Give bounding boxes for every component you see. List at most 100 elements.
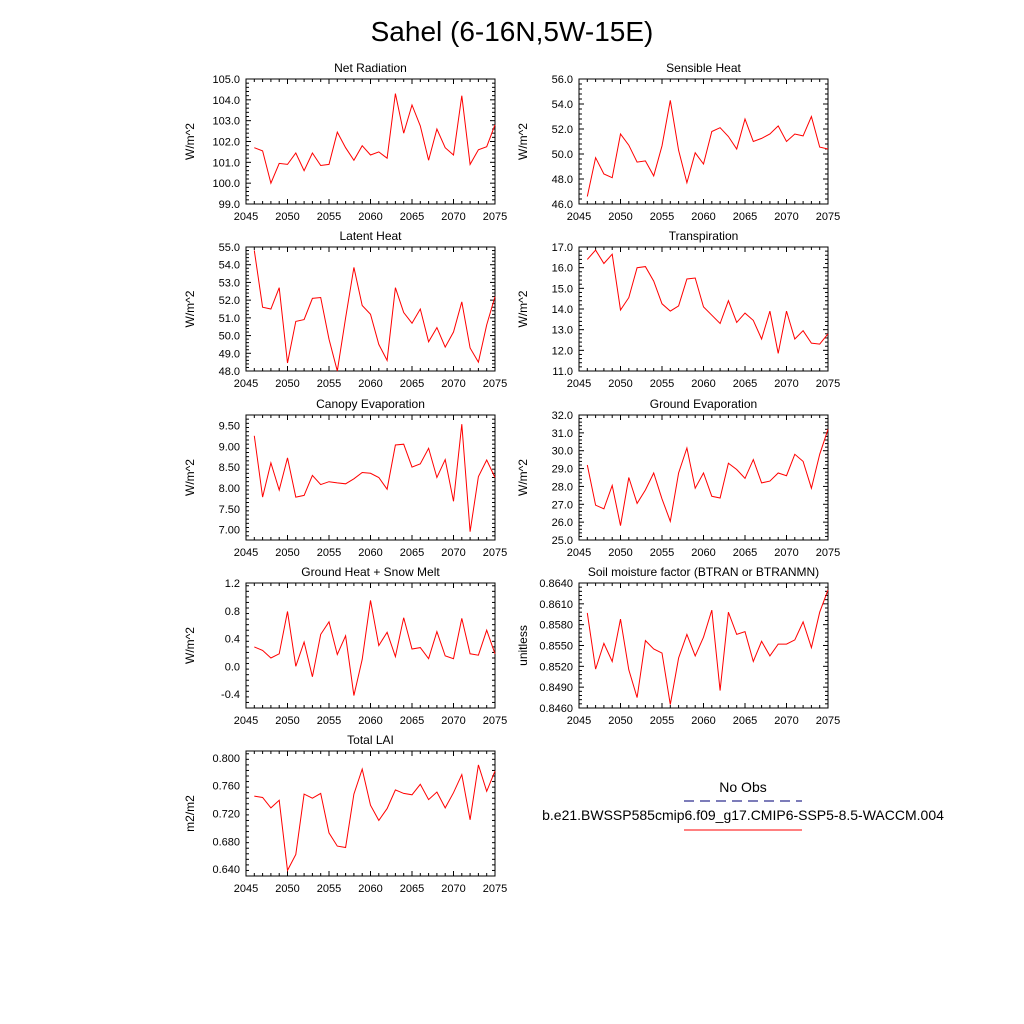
y-tick-label: 14.0 (552, 304, 573, 316)
y-tick-label: 54.0 (219, 260, 240, 272)
y-tick-label: 7.00 (219, 525, 240, 537)
x-tick-label: 2070 (441, 378, 465, 390)
y-tick-label: 0.8460 (539, 703, 573, 715)
y-tick-label: 48.0 (219, 366, 240, 378)
y-tick-label: 0.760 (212, 781, 240, 793)
y-tick-label: 0.8 (225, 606, 240, 618)
x-tick-label: 2060 (691, 547, 715, 559)
y-tick-label: 28.0 (552, 481, 573, 493)
x-tick-label: 2060 (691, 378, 715, 390)
y-axis-label: W/m^2 (183, 290, 197, 327)
x-tick-label: 2070 (441, 547, 465, 559)
panel-transpiration: Transpiration W/m^2 2045 2050 2055 2060 2065 20… (516, 229, 840, 390)
x-tick-label: 2075 (816, 547, 840, 559)
x-tick-label: 2055 (650, 547, 674, 559)
x-tick-label: 2065 (733, 547, 757, 559)
x-tick-label: 2065 (400, 883, 424, 895)
panel-title: Ground Evaporation (650, 397, 757, 411)
y-tick-label: 46.0 (552, 199, 573, 211)
x-tick-label: 2055 (317, 547, 341, 559)
series-line-soil-moisture-factor (586, 589, 829, 705)
x-tick-label: 2045 (567, 715, 591, 727)
y-tick-label: 0.640 (212, 864, 240, 876)
x-tick-label: 2060 (691, 211, 715, 223)
x-tick-label: 2045 (567, 547, 591, 559)
x-tick-label: 2045 (234, 211, 258, 223)
y-tick-label: 9.00 (219, 441, 240, 453)
y-tick-label: 0.8580 (539, 620, 573, 632)
series-line-ground-heat-snow-melt (254, 600, 496, 696)
x-tick-label: 2050 (275, 715, 299, 727)
y-tick-label: 49.0 (219, 348, 240, 360)
y-tick-label: 31.0 (552, 428, 573, 440)
x-tick-label: 2065 (733, 378, 757, 390)
y-tick-label: 26.0 (552, 517, 573, 529)
panel-soil-moisture-factor: Soil moisture factor (BTRAN or BTRANMN) u… (516, 565, 840, 727)
x-tick-label: 2055 (317, 211, 341, 223)
y-tick-label: 17.0 (552, 242, 573, 254)
y-tick-label: 105.0 (212, 74, 240, 86)
x-tick-label: 2075 (483, 211, 507, 223)
legend-label-model-run: b.e21.BWSSP585cmip6.f09_g17.CMIP6-SSP5-8… (542, 807, 944, 823)
series-line-canopy-evaporation (253, 424, 496, 532)
y-tick-label: 50.0 (219, 331, 240, 343)
y-tick-label: 102.0 (212, 137, 240, 149)
x-tick-label: 2050 (608, 378, 632, 390)
x-tick-label: 2055 (650, 211, 674, 223)
y-tick-label: 32.0 (552, 410, 573, 422)
x-tick-label: 2060 (691, 715, 715, 727)
x-tick-label: 2050 (275, 211, 299, 223)
y-tick-label: 9.50 (219, 420, 240, 432)
y-tick-label: 53.0 (219, 277, 240, 289)
x-tick-label: 2065 (733, 715, 757, 727)
x-tick-label: 2075 (816, 211, 840, 223)
x-tick-label: 2050 (275, 547, 299, 559)
x-tick-label: 2050 (275, 883, 299, 895)
x-tick-label: 2060 (358, 547, 382, 559)
y-axis-label: m2/m2 (183, 795, 197, 832)
panel-title: Soil moisture factor (BTRAN or BTRANMN) (588, 565, 819, 579)
x-tick-label: 2045 (234, 883, 258, 895)
page-title: Sahel (6-16N,5W-15E) (371, 16, 654, 47)
x-tick-label: 2070 (441, 883, 465, 895)
y-tick-label: 0.680 (212, 836, 240, 848)
y-tick-label: 104.0 (212, 95, 240, 107)
x-tick-label: 2070 (774, 211, 798, 223)
x-tick-label: 2075 (483, 547, 507, 559)
x-tick-label: 2070 (774, 547, 798, 559)
y-tick-label: 1.2 (225, 578, 240, 590)
panel-canopy-evaporation: Canopy Evaporation W/m^2 2045 2050 2055 2060 2… (183, 397, 507, 559)
y-tick-label: 0.8640 (539, 578, 573, 590)
x-tick-label: 2070 (774, 378, 798, 390)
series-line-latent-heat (253, 250, 496, 372)
y-tick-label: 11.0 (552, 366, 573, 378)
x-tick-label: 2045 (234, 378, 258, 390)
x-tick-label: 2075 (483, 378, 507, 390)
x-tick-label: 2045 (234, 547, 258, 559)
y-tick-label: 101.0 (212, 157, 240, 169)
y-tick-label: 0.8610 (539, 599, 573, 611)
y-tick-label: 52.0 (552, 124, 573, 136)
panel-total-lai: Total LAI m2/m2 2045 2050 2055 2060 2065 2070 20… (183, 733, 507, 895)
y-axis-label: W/m^2 (183, 627, 197, 664)
panel-ground-evaporation: Ground Evaporation W/m^2 2045 2050 2055 2060 2… (516, 397, 840, 559)
series-line-total-lai (254, 764, 496, 873)
y-tick-label: 0.8490 (539, 682, 573, 694)
x-tick-label: 2050 (608, 211, 632, 223)
y-tick-label: 0.0 (225, 661, 240, 673)
x-tick-label: 2045 (234, 715, 258, 727)
x-tick-label: 2075 (816, 378, 840, 390)
x-tick-label: 2060 (358, 378, 382, 390)
x-tick-label: 2070 (441, 211, 465, 223)
y-tick-label: 48.0 (552, 174, 573, 186)
y-tick-label: 27.0 (552, 499, 573, 511)
y-tick-label: 100.0 (212, 178, 240, 190)
y-axis-label: W/m^2 (516, 123, 530, 160)
x-tick-label: 2070 (774, 715, 798, 727)
legend: No Obs b.e21.BWSSP585cmip6.f09_g17.CMIP6… (542, 779, 944, 831)
panel-net-radiation: Net Radiation W/m^2 2045 2050 2055 2060 2065 20… (183, 61, 507, 223)
x-tick-label: 2045 (567, 211, 591, 223)
panel-title: Net Radiation (334, 61, 407, 75)
y-tick-label: 0.800 (212, 753, 240, 765)
